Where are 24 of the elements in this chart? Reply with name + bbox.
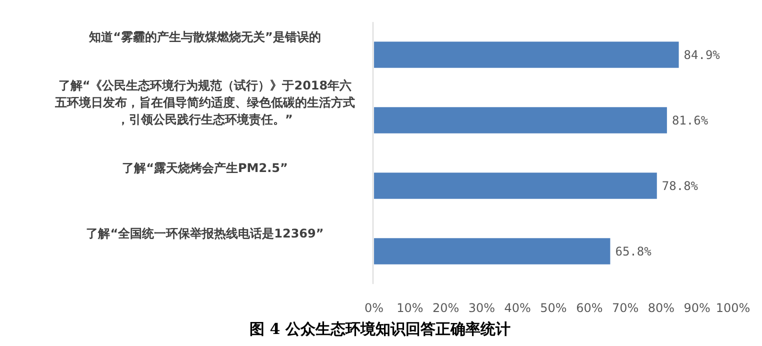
y-tick-label: 知道“雾霾的产生与散煤燃烧无关”是错误的 (88, 30, 321, 44)
x-tick-label: 60% (576, 301, 603, 315)
y-tick-label: 了解“全国统一环保举报热线电话是12369” (86, 226, 324, 240)
x-tick-label: 100% (716, 301, 750, 315)
x-tick-label: 20% (432, 301, 460, 315)
data-label: 65.8% (615, 244, 652, 258)
x-tick-label: 40% (504, 301, 531, 315)
x-tick-label: 50% (540, 301, 567, 315)
x-tick-label: 90% (684, 301, 710, 315)
x-tick-label: 10% (396, 301, 424, 315)
y-tick-label: 了解“《公民生态环境行为规范（试行）》于2018年六五环境日发布，旨在倡导简约适度、绿色低碳的生活方式，引领公民践行生态环境责任。” (54, 78, 355, 126)
bar (374, 172, 657, 199)
text: 图 4 公众生态环境知识回答正确率统计 (250, 320, 510, 338)
y-tick-label: 了解“露天烧烤会产生PM2.5” (122, 160, 288, 175)
x-tick-label: 0% (364, 301, 384, 315)
bar (374, 42, 679, 68)
data-label: 84.9% (684, 48, 721, 62)
x-tick-label: 30% (468, 301, 496, 315)
data-label: 78.8% (662, 178, 699, 193)
x-tick-label: 70% (612, 301, 639, 315)
data-label: 81.6% (672, 113, 709, 128)
bar (374, 107, 667, 134)
bar (374, 238, 610, 264)
x-tick-label: 80% (648, 301, 675, 315)
